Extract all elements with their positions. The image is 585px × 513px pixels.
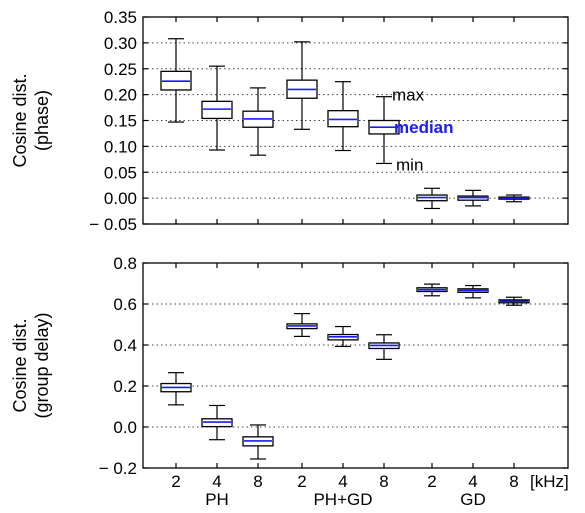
y-axis-title-line: Cosine dist. [10,73,30,167]
y-axis-title-line: Cosine dist. [10,318,30,412]
y-axis-title: Cosine dist. (phase) [10,73,52,167]
box-ph-gd-2 [286,41,318,130]
x-tick-label: 4 [212,472,221,491]
annotation-max: max [392,86,425,105]
y-tick-label: 0.30 [104,34,137,53]
group-label-ph-gd: PH+GD [313,490,372,508]
annotation-median: median [394,118,454,137]
x-tick-label: 4 [468,472,477,491]
y-tick-label: 0.6 [113,295,137,314]
panel-group-delay: − 0.2 0.0 0.2 0.4 0.6 0.8 Cosine dist. (group d… [10,254,569,509]
y-tick-label: 0.35 [104,8,137,27]
box-ph-8 [242,424,274,460]
box-ph-4 [201,404,233,441]
y-tick-label: 0.00 [104,189,137,208]
box-ph-gd-4 [327,81,359,152]
x-tick-label: 2 [297,472,306,491]
panel-phase: − 0.05 0.00 0.05 0.10 0.15 0.20 0.25 0.30 0.35 Co… [10,8,569,234]
group-label-ph: PH [205,490,229,508]
x-tick-label: 8 [379,472,388,491]
box-ph-2 [160,372,192,406]
box-ph-8 [242,87,274,156]
x-tick-label: 2 [171,472,180,491]
box-ph-gd-2 [286,313,318,337]
y-axis-title-line: (group delay) [32,312,52,418]
plot-frame [142,16,569,225]
box-gd-8 [498,194,530,203]
x-tick-label: 8 [253,472,262,491]
box-gd-4 [457,189,489,207]
box-ph-gd-4 [327,325,359,348]
box-ph-gd-8 [368,334,400,360]
y-axis-title: Cosine dist. (group delay) [10,312,52,418]
y-tick-label: 0.4 [113,336,137,355]
y-tick-label: 0.8 [113,254,137,273]
box-gd-4 [457,284,489,299]
box-ph-gd-8 [368,96,400,165]
y-tick-label: 0.05 [104,163,137,182]
y-tick-label: − 0.2 [99,459,137,478]
box-ph-2 [160,38,192,123]
y-tick-label: 0.25 [104,60,137,79]
x-tick-label: 2 [427,472,436,491]
box-ph-4 [201,65,233,151]
box-gd-2 [416,187,448,210]
y-tick-label: 0.20 [104,86,137,105]
group-label-gd: GD [460,490,486,508]
box-gd-2 [416,283,448,297]
y-tick-label: 0.0 [113,418,137,437]
y-axis-title-line: (phase) [32,90,52,151]
x-tick-label: 8 [509,472,518,491]
y-tick-label: − 0.05 [89,215,137,234]
y-tick-label: 0.10 [104,137,137,156]
y-tick-label: 0.15 [104,112,137,131]
y-tick-label: 0.2 [113,377,137,396]
annotation-min: min [396,155,423,174]
box-gd-8 [498,296,530,306]
x-tick-label: 4 [338,472,347,491]
x-unit-label: [kHz] [530,472,569,491]
plot-frame [142,262,569,469]
